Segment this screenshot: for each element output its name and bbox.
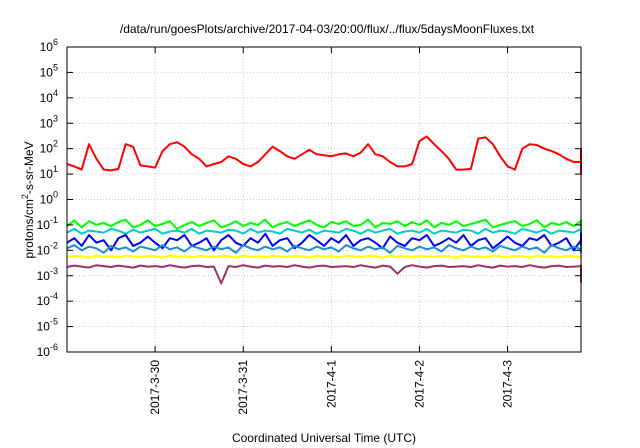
y-tick-exp: -1 bbox=[50, 215, 58, 225]
x-tick-label: 2017-3-31 bbox=[236, 360, 250, 415]
plot-frame bbox=[66, 46, 582, 353]
y-tick-label: 100 bbox=[40, 190, 58, 207]
y-axis-label: protons/cm2-s-sr-MeV bbox=[20, 141, 36, 258]
y-tick-exp: 3 bbox=[53, 113, 58, 123]
y-tick-label: 102 bbox=[40, 139, 58, 156]
y-tick-base: 10 bbox=[40, 193, 54, 207]
y-tick-label: 103 bbox=[40, 113, 58, 130]
y-tick-exp: 2 bbox=[53, 139, 58, 149]
series-line-0 bbox=[66, 135, 582, 176]
y-tick-exp: -3 bbox=[50, 266, 58, 276]
y-tick-exp: 1 bbox=[53, 164, 58, 174]
y-tick-base: 10 bbox=[37, 320, 51, 334]
series-line-2 bbox=[66, 227, 582, 235]
y-tick-label: 106 bbox=[40, 37, 58, 54]
x-tick-label: 2017-4-3 bbox=[501, 360, 515, 408]
y-tick-label: 10-2 bbox=[37, 240, 58, 257]
y-tick-base: 10 bbox=[37, 218, 51, 232]
y-tick-label: 10-6 bbox=[37, 342, 58, 359]
y-tick-base: 10 bbox=[37, 345, 51, 359]
y-tick-exp: 4 bbox=[53, 88, 58, 98]
y-tick-label: 10-1 bbox=[37, 215, 58, 232]
y-axis-label-sup: 2 bbox=[20, 194, 30, 199]
y-tick-exp: 6 bbox=[53, 37, 58, 47]
y-axis: 10-610-510-410-310-210-11001011021031041… bbox=[37, 37, 581, 359]
y-tick-label: 10-3 bbox=[37, 266, 58, 283]
x-tick-label: 2017-4-2 bbox=[412, 360, 426, 408]
y-tick-base: 10 bbox=[40, 91, 54, 105]
y-tick-base: 10 bbox=[40, 116, 54, 130]
y-tick-base: 10 bbox=[37, 243, 51, 257]
y-tick-label: 10-4 bbox=[37, 291, 58, 308]
y-tick-base: 10 bbox=[40, 142, 54, 156]
y-tick-label: 104 bbox=[40, 88, 58, 105]
y-axis-label-rest: -s-sr-MeV bbox=[22, 141, 36, 194]
y-tick-exp: 0 bbox=[53, 190, 58, 200]
y-tick-base: 10 bbox=[40, 65, 54, 79]
series-line-6 bbox=[66, 264, 582, 285]
x-axis-label: Coordinated Universal Time (UTC) bbox=[232, 431, 416, 445]
x-tick-label: 2017-4-1 bbox=[324, 360, 338, 408]
x-tick-label: 2017-3-30 bbox=[148, 360, 162, 415]
y-tick-base: 10 bbox=[40, 40, 54, 54]
y-tick-exp: -5 bbox=[50, 317, 58, 327]
grid-lines bbox=[67, 47, 581, 352]
y-tick-exp: -6 bbox=[50, 342, 58, 352]
x-axis: 2017-3-30 2017-3-31 2017-4-1 2017-4-2 2017-4… bbox=[148, 47, 515, 415]
y-tick-label: 105 bbox=[40, 62, 58, 79]
y-tick-exp: 5 bbox=[53, 62, 58, 72]
series-group bbox=[66, 135, 582, 285]
y-tick-label: 101 bbox=[40, 164, 58, 181]
y-tick-base: 10 bbox=[40, 167, 54, 181]
y-tick-base: 10 bbox=[37, 269, 51, 283]
series-line-1 bbox=[66, 218, 582, 230]
series-line-5 bbox=[66, 254, 582, 259]
y-tick-base: 10 bbox=[37, 294, 51, 308]
y-tick-label: 10-5 bbox=[37, 317, 58, 334]
y-tick-exp: -4 bbox=[50, 291, 58, 301]
y-tick-exp: -2 bbox=[50, 240, 58, 250]
y-axis-label-base: protons/cm bbox=[22, 199, 36, 258]
chart-title: /data/run/goesPlots/archive/2017-04-03/2… bbox=[120, 22, 535, 36]
